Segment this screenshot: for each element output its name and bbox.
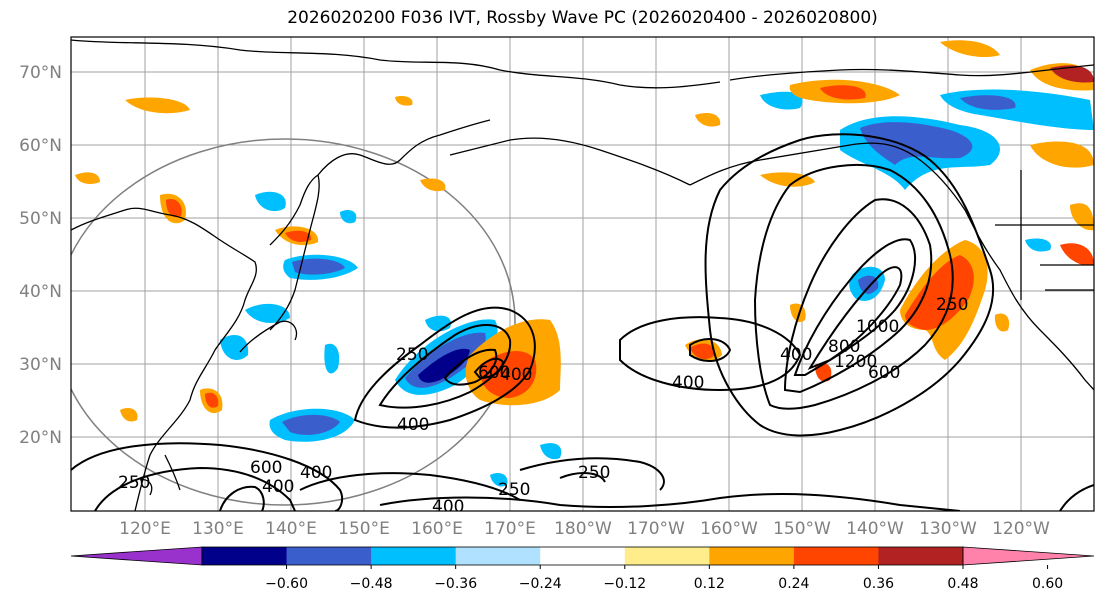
colorbar-tick-label: −0.12 bbox=[603, 576, 646, 592]
lon-label: 160°E bbox=[411, 519, 463, 539]
colorbar-tick-label: −0.60 bbox=[265, 576, 308, 592]
colorbar-tick-label: 0.24 bbox=[778, 576, 809, 592]
contour-labels: 250 600 400 250 250 400 250 400 800 1200… bbox=[118, 295, 968, 517]
contour-label: 250 bbox=[498, 480, 530, 500]
colorbar-tick-label: 0.12 bbox=[694, 576, 725, 592]
colorbar-swatch bbox=[371, 547, 457, 565]
lon-label: 160°W bbox=[700, 519, 758, 539]
lat-label: 40°N bbox=[19, 282, 62, 302]
colorbar-swatch bbox=[709, 547, 795, 565]
contour-label: 600 bbox=[250, 458, 282, 478]
colorbar-tick-label: −0.24 bbox=[519, 576, 562, 592]
lon-label: 170°W bbox=[627, 519, 685, 539]
lon-label: 150°E bbox=[338, 519, 390, 539]
contour-label: 1200 bbox=[834, 352, 877, 372]
contour-label: 400 bbox=[262, 477, 294, 497]
colorbar-swatch bbox=[455, 547, 541, 565]
colorbar-swatch bbox=[793, 547, 879, 565]
lat-label: 70°N bbox=[19, 63, 62, 83]
colorbar-swatch bbox=[286, 547, 372, 565]
lon-label: 120°E bbox=[119, 519, 171, 539]
contour-label: 400 bbox=[672, 373, 704, 393]
contour-label: 250 bbox=[936, 295, 968, 315]
contour-label: 400 bbox=[300, 463, 332, 483]
region-circle bbox=[71, 138, 516, 506]
contour-label: 400 bbox=[397, 415, 429, 435]
colorbar-tick-label: −0.36 bbox=[434, 576, 477, 592]
lon-label: 120°W bbox=[992, 519, 1050, 539]
longitude-labels: 120°E 130°E 140°E 150°E 160°E 170°E 180°… bbox=[119, 519, 1050, 539]
latitude-labels: 70°N 60°N 50°N 40°N 30°N 20°N bbox=[19, 63, 62, 448]
ivt-contours bbox=[71, 133, 1094, 511]
colorbar-extend-low bbox=[70, 546, 203, 566]
colorbar-swatch bbox=[540, 547, 626, 565]
colorbar-swatch bbox=[202, 547, 288, 565]
contour-label: 250 bbox=[396, 345, 428, 365]
colorbar-tick-label: −0.48 bbox=[350, 576, 393, 592]
contour-label: 800 bbox=[828, 337, 860, 357]
lat-label: 30°N bbox=[19, 355, 62, 375]
contour-label: 400 bbox=[500, 365, 532, 385]
colorbar-frame bbox=[201, 546, 964, 566]
colorbar-extend-high bbox=[962, 546, 1095, 566]
map-title: 2026020200 F036 IVT, Rossby Wave PC (202… bbox=[287, 8, 878, 28]
lon-label: 180°W bbox=[554, 519, 612, 539]
contour-label: 600 bbox=[478, 363, 510, 383]
lon-label: 140°E bbox=[265, 519, 317, 539]
contour-label: 400 bbox=[432, 497, 464, 517]
contour-label: 250 bbox=[118, 473, 150, 493]
lon-label: 170°E bbox=[484, 519, 536, 539]
contour-label: 600 bbox=[868, 363, 900, 383]
lat-label: 60°N bbox=[19, 136, 62, 156]
lon-label: 130°E bbox=[192, 519, 244, 539]
colorbar-swatch bbox=[624, 547, 710, 565]
contour-label: 1000 bbox=[856, 317, 899, 337]
contour-label: 400 bbox=[780, 345, 812, 365]
colorbar-tick-label: 0.36 bbox=[863, 576, 894, 592]
lon-label: 130°W bbox=[919, 519, 977, 539]
colorbar-tick-label: 0.48 bbox=[947, 576, 978, 592]
contour-label: 250 bbox=[578, 463, 610, 483]
lat-label: 20°N bbox=[19, 428, 62, 448]
colorbar-swatch bbox=[878, 547, 964, 565]
lon-label: 150°W bbox=[773, 519, 831, 539]
colorbar: −0.60 −0.48 −0.36 −0.24 −0.12 0.12 0.24 0.36 0.4… bbox=[70, 546, 1095, 592]
coastlines bbox=[71, 39, 1094, 511]
colorbar-tick-label: 0.60 bbox=[1032, 576, 1063, 592]
lon-label: 140°W bbox=[846, 519, 904, 539]
map-frame bbox=[70, 36, 1095, 512]
lat-label: 50°N bbox=[19, 209, 62, 229]
